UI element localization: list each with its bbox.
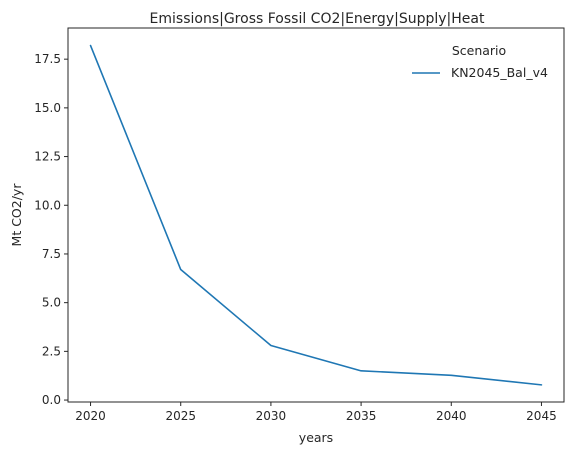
x-tick-label: 2025: [165, 409, 196, 423]
y-tick-label: 17.5: [34, 52, 61, 66]
x-tick-label: 2030: [256, 409, 287, 423]
legend: Scenario KN2045_Bal_v4: [412, 43, 548, 80]
x-tick-label: 2020: [75, 409, 106, 423]
y-tick-label: 10.0: [34, 198, 61, 212]
x-tick-label: 2045: [526, 409, 557, 423]
legend-entry-label: KN2045_Bal_v4: [451, 65, 548, 80]
y-tick-label: 0.0: [42, 393, 61, 407]
series-line: [91, 46, 542, 385]
y-axis-label: Mt CO2/yr: [9, 183, 24, 247]
legend-title: Scenario: [452, 43, 506, 58]
y-tick-label: 12.5: [34, 150, 61, 164]
y-tick-label: 15.0: [34, 101, 61, 115]
plot-frame: [68, 28, 564, 402]
x-axis: 2020 2025 2030 2035 2040 2045: [75, 402, 556, 423]
chart-title: Emissions|Gross Fossil CO2|Energy|Supply…: [150, 11, 485, 27]
y-axis: 0.0 2.5 5.0 7.5 10.0 12.5 15.0 17.5: [34, 52, 68, 407]
y-tick-label: 7.5: [42, 247, 61, 261]
x-tick-label: 2040: [436, 409, 467, 423]
x-tick-label: 2035: [346, 409, 377, 423]
y-tick-label: 5.0: [42, 296, 61, 310]
y-tick-label: 2.5: [42, 344, 61, 358]
x-axis-label: years: [299, 430, 333, 445]
